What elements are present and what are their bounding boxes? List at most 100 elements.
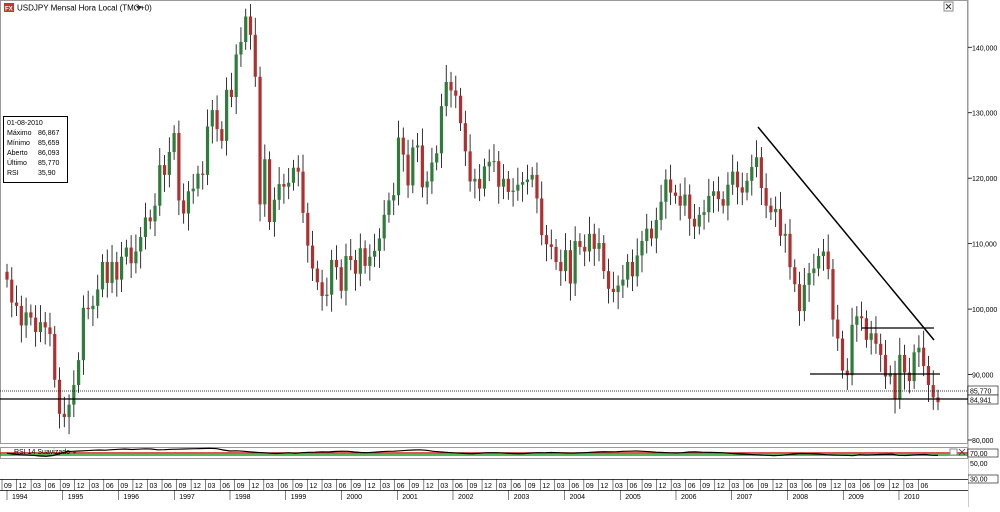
candle[interactable]	[917, 335, 921, 368]
candle[interactable]	[879, 333, 883, 372]
candle[interactable]	[339, 259, 343, 299]
candle[interactable]	[721, 191, 725, 214]
candle[interactable]	[301, 154, 305, 224]
candle[interactable]	[874, 316, 878, 354]
candle[interactable]	[649, 220, 654, 247]
candle[interactable]	[14, 285, 19, 316]
candle[interactable]	[215, 95, 219, 142]
candle[interactable]	[325, 277, 329, 307]
candle[interactable]	[817, 248, 821, 277]
candle[interactable]	[836, 304, 840, 351]
candle[interactable]	[692, 204, 697, 240]
candle[interactable]	[606, 258, 611, 304]
candle[interactable]	[167, 137, 171, 188]
candle[interactable]	[559, 249, 563, 286]
candle[interactable]	[521, 171, 525, 202]
candle[interactable]	[392, 182, 396, 216]
candle[interactable]	[148, 209, 152, 230]
candle[interactable]	[377, 228, 381, 268]
candle[interactable]	[110, 244, 114, 294]
candle[interactable]	[592, 223, 596, 266]
candle[interactable]	[812, 253, 816, 286]
candle[interactable]	[162, 154, 167, 192]
trend-line[interactable]	[757, 126, 935, 341]
candle[interactable]	[640, 230, 644, 273]
candle[interactable]	[210, 99, 214, 144]
candle[interactable]	[310, 230, 315, 281]
candle[interactable]	[587, 216, 592, 262]
candle[interactable]	[774, 196, 778, 227]
candle[interactable]	[716, 176, 720, 212]
candle[interactable]	[34, 305, 38, 347]
candle[interactable]	[840, 330, 845, 379]
candle[interactable]	[439, 93, 444, 169]
candle[interactable]	[463, 110, 467, 167]
candle[interactable]	[568, 240, 572, 301]
candle[interactable]	[458, 87, 463, 132]
candle[interactable]	[602, 235, 606, 279]
candle[interactable]	[926, 355, 931, 403]
candle[interactable]	[182, 183, 186, 224]
candle[interactable]	[678, 183, 682, 221]
candle[interactable]	[712, 181, 716, 213]
candle[interactable]	[201, 161, 205, 190]
candle[interactable]	[287, 168, 291, 200]
candle[interactable]	[931, 370, 935, 410]
candle[interactable]	[482, 158, 487, 197]
candle[interactable]	[855, 306, 859, 342]
candle[interactable]	[349, 239, 353, 271]
candle[interactable]	[497, 151, 501, 204]
candle[interactable]	[158, 148, 162, 216]
candle[interactable]	[888, 365, 892, 385]
candle[interactable]	[831, 259, 835, 337]
candle[interactable]	[883, 340, 888, 389]
candle[interactable]	[573, 226, 577, 296]
candle[interactable]	[626, 254, 630, 288]
candle[interactable]	[616, 275, 620, 310]
candle[interactable]	[754, 140, 759, 178]
candle[interactable]	[191, 173, 195, 204]
candle[interactable]	[411, 139, 415, 194]
candle[interactable]	[492, 144, 496, 172]
candle[interactable]	[511, 178, 515, 207]
candle[interactable]	[611, 271, 615, 303]
candle[interactable]	[229, 72, 233, 108]
candle[interactable]	[186, 181, 191, 231]
candle[interactable]	[797, 271, 802, 326]
candle[interactable]	[306, 202, 310, 263]
candle[interactable]	[248, 4, 253, 50]
candle[interactable]	[396, 120, 401, 206]
candle[interactable]	[24, 297, 28, 338]
candle[interactable]	[654, 207, 658, 254]
candle[interactable]	[43, 312, 47, 345]
candle[interactable]	[139, 226, 143, 269]
candle[interactable]	[48, 312, 52, 347]
candle[interactable]	[702, 199, 706, 230]
candle[interactable]	[77, 352, 81, 393]
candle[interactable]	[344, 243, 348, 306]
candle[interactable]	[869, 320, 873, 355]
candle[interactable]	[86, 290, 90, 320]
candle[interactable]	[420, 128, 424, 198]
candle[interactable]	[244, 8, 248, 50]
candle[interactable]	[282, 173, 286, 204]
candle[interactable]	[630, 249, 635, 292]
candle[interactable]	[673, 184, 678, 204]
candle[interactable]	[664, 169, 668, 219]
candle[interactable]	[72, 370, 76, 418]
candle[interactable]	[821, 239, 826, 271]
candle[interactable]	[468, 134, 472, 192]
time-axis[interactable]: 09 12 03 06 09 12 03 06 09 12 03 06 09 12 03 06 09 12 03 06…	[0, 459, 968, 507]
candle[interactable]	[205, 109, 210, 186]
candle[interactable]	[81, 295, 85, 375]
candle[interactable]	[478, 164, 482, 202]
candle[interactable]	[315, 260, 319, 291]
candle[interactable]	[239, 27, 243, 67]
candle[interactable]	[382, 200, 386, 251]
candle[interactable]	[501, 164, 506, 200]
candle[interactable]	[353, 249, 358, 291]
candle[interactable]	[129, 235, 133, 278]
candle[interactable]	[435, 145, 439, 171]
candle[interactable]	[5, 263, 9, 288]
rsi-close-icon[interactable]	[958, 448, 966, 456]
